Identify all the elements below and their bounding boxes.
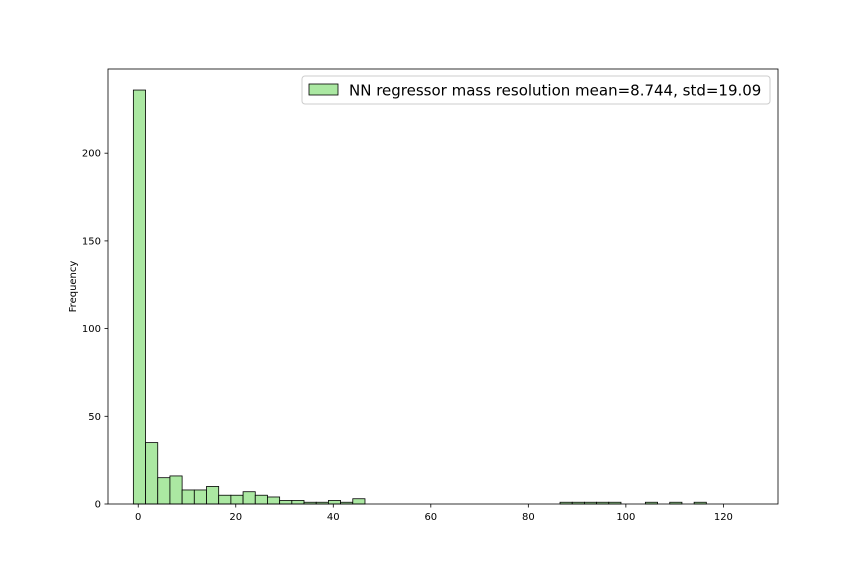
histogram-bar bbox=[181, 489, 195, 505]
x-tick-label: 40 bbox=[327, 512, 340, 523]
y-tick-label: 200 bbox=[82, 149, 101, 160]
histogram-bar bbox=[145, 442, 159, 505]
histogram-bar bbox=[157, 477, 171, 505]
y-tick-label: 150 bbox=[82, 236, 101, 247]
legend-box bbox=[301, 75, 771, 105]
histogram-bar bbox=[254, 494, 268, 505]
histogram-bar bbox=[132, 89, 146, 505]
histogram-bar bbox=[267, 496, 281, 505]
x-tick-label: 60 bbox=[424, 512, 437, 523]
histogram-bar bbox=[352, 498, 366, 505]
histogram-bar bbox=[193, 489, 207, 505]
legend-label: NN regressor mass resolution mean=8.744,… bbox=[349, 82, 761, 100]
x-tick-label: 0 bbox=[135, 512, 141, 523]
x-tick-label: 120 bbox=[714, 512, 733, 523]
histogram-bars bbox=[132, 89, 707, 505]
y-axis: 0 50 100 150 200 bbox=[82, 149, 108, 511]
y-tick-label: 50 bbox=[88, 412, 101, 423]
histogram-bar bbox=[218, 494, 232, 505]
x-tick-label: 20 bbox=[229, 512, 242, 523]
histogram-bar bbox=[169, 475, 183, 505]
legend-swatch bbox=[308, 83, 339, 96]
histogram-bar bbox=[279, 500, 293, 505]
y-tick-label: 100 bbox=[82, 324, 101, 335]
y-axis-label: Frequency bbox=[68, 261, 79, 313]
legend: NN regressor mass resolution mean=8.744,… bbox=[301, 75, 771, 105]
histogram-bar bbox=[328, 500, 341, 505]
plot-frame bbox=[107, 68, 779, 505]
y-tick-label: 0 bbox=[95, 500, 101, 511]
histogram-bar bbox=[206, 486, 220, 505]
histogram-bar bbox=[230, 494, 244, 505]
x-axis: 0 20 40 60 80 100 120 bbox=[135, 504, 733, 523]
histogram-bar bbox=[242, 491, 256, 505]
x-tick-label: 100 bbox=[616, 512, 635, 523]
histogram-bar bbox=[291, 500, 305, 505]
x-tick-label: 80 bbox=[522, 512, 535, 523]
